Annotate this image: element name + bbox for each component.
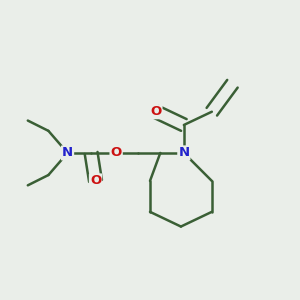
Text: O: O [150, 105, 161, 118]
Text: N: N [62, 146, 73, 159]
Text: O: O [90, 174, 101, 188]
Text: O: O [110, 146, 122, 159]
Text: N: N [178, 146, 189, 159]
